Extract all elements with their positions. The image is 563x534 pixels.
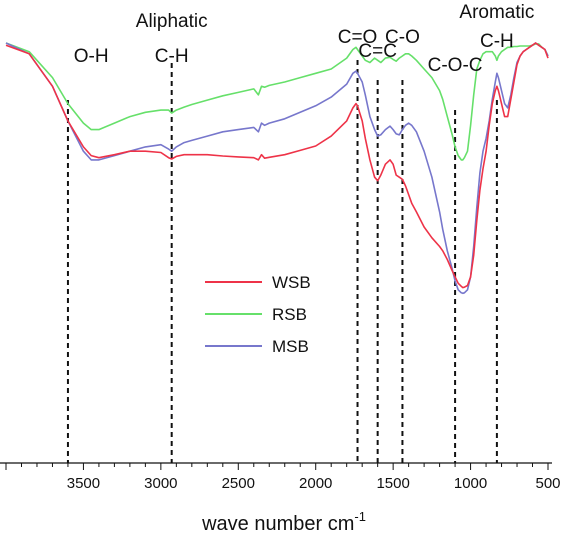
x-axis: 3500 3000 2500 2000 1500 1000 500 — [0, 462, 561, 492]
annotation-c-o: C=O — [338, 27, 378, 48]
x-tick-label-2000: 2000 — [299, 475, 332, 492]
legend-label-msb: MSB — [272, 337, 309, 356]
x-tick-label-1500: 1500 — [376, 475, 409, 492]
annotation-aromatic: Aromatic — [459, 2, 534, 23]
annotation-aliphatic: Aliphatic — [136, 11, 208, 32]
x-axis-title-superscript: -1 — [354, 509, 366, 524]
series-line-msb — [5, 42, 549, 295]
series-line-rsb — [5, 42, 549, 161]
annotation-c-h: C-H — [155, 46, 189, 67]
annotation-c-o: C-O — [385, 27, 420, 48]
x-tick-label-3000: 3000 — [144, 475, 177, 492]
legend-label-wsb: WSB — [272, 273, 311, 292]
x-tick-label-500: 500 — [535, 475, 560, 492]
x-tick-label-1000: 1000 — [454, 475, 487, 492]
annotation-o-h: O-H — [74, 46, 109, 67]
reference-lines — [66, 60, 498, 463]
spectrum-series — [5, 42, 549, 295]
x-tick-label-2500: 2500 — [222, 475, 255, 492]
annotation-c-o-c: C-O-C — [428, 55, 483, 76]
series-line-wsb — [5, 42, 549, 289]
x-axis-title-main: wave number cm — [201, 513, 354, 534]
peak-annotations: O-H Aliphatic C-H C=OC=CC-O C-O-C Aromatic C-H — [74, 2, 535, 76]
x-axis-title: wave number cm-1 — [201, 509, 366, 534]
legend-label-rsb: RSB — [272, 305, 307, 324]
x-tick-label-3500: 3500 — [67, 475, 100, 492]
legend: WSB RSB MSB — [205, 273, 311, 356]
annotation-c-c: C=C — [358, 41, 397, 62]
annotation-c-h: C-H — [480, 31, 514, 52]
